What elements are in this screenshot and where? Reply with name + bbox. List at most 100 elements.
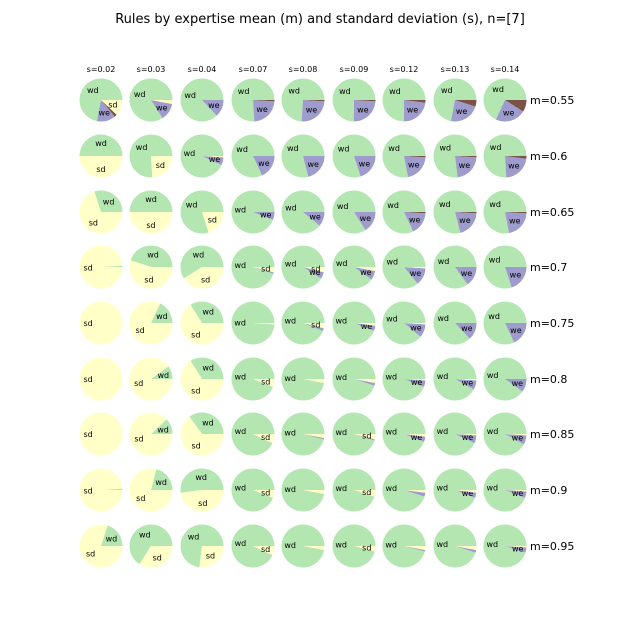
pie-slice-wd — [79, 78, 123, 122]
pie-slice-label: we — [156, 103, 168, 112]
pie-slice-label: we — [456, 107, 468, 116]
pie: sd — [79, 468, 123, 512]
row-label: m=0.9 — [530, 484, 567, 497]
pie-slice-label: we — [306, 106, 318, 115]
pie-slice-we — [354, 212, 376, 231]
column-label: s=0.03 — [137, 65, 166, 74]
pie-slice-sd — [404, 490, 426, 493]
pie-slice-we — [404, 267, 426, 284]
pie-slice-sd — [354, 267, 376, 272]
pie-slice-label: we — [461, 269, 473, 278]
pie-slice-label: wd — [234, 206, 246, 215]
pie-slice-we — [253, 156, 275, 176]
pie: wd — [382, 524, 426, 568]
pie-slice-label: wd — [157, 371, 169, 380]
pie-slice-sd — [199, 546, 224, 568]
pie-slice-se — [404, 100, 426, 103]
pie-slice-label: we — [360, 214, 372, 223]
pie-slice-label: we — [462, 489, 474, 498]
pie: wd sd — [180, 412, 224, 456]
pie-slice-label: wd — [487, 371, 499, 380]
pie-slice-wd — [101, 525, 123, 546]
pie-slice-label: sd — [108, 101, 117, 110]
pie-slice-label: we — [209, 155, 221, 164]
pie-slice-wd — [332, 524, 376, 568]
pie-slice-wd — [151, 419, 173, 434]
pie: wd sd — [180, 524, 224, 568]
pie: wd sd — [129, 468, 173, 512]
pie-slice-we — [404, 434, 426, 442]
row-labels: m=0.55 m=0.6 m=0.65 m=0.7 m=0.75 m=0.8 m=0.85 m… — [530, 94, 574, 553]
pie-slice-label: wd — [337, 202, 349, 211]
pie: wd sd — [180, 468, 224, 512]
pie-slice-label: we — [411, 378, 423, 387]
pie-slice-wd — [180, 468, 224, 493]
pie-slice-label: sd — [261, 488, 270, 497]
pie-slice-wd — [281, 468, 325, 512]
pie-slice-label: we — [258, 159, 270, 168]
pie-slice-label: wd — [235, 539, 247, 548]
pie-slice-sd — [404, 267, 426, 269]
pie-slice-label: sd — [96, 165, 105, 174]
pie-slice-label: sd — [191, 330, 200, 339]
pie-slice-label: wd — [284, 541, 296, 550]
pie-slice-wd — [483, 524, 527, 568]
pie-slice-label: wd — [193, 251, 205, 260]
pie-slice-se — [303, 100, 325, 102]
pie-slice-label: sd — [83, 430, 92, 439]
pie-slice-label: we — [309, 212, 321, 221]
column-labels: s=0.02 s=0.03 s=0.04 s=0.07 s=0.08 s=0.09 s=0.… — [87, 65, 520, 74]
pie-slice-wd — [281, 412, 325, 456]
pie-slice-wd — [180, 245, 224, 279]
pie-slice-wd — [129, 134, 173, 178]
pie-slice-wd — [332, 468, 376, 512]
pie-slice-label: wd — [184, 91, 196, 100]
pie-slice-sd — [253, 323, 275, 325]
pie-slice-label: wd — [95, 139, 107, 148]
pie-slice-wd — [483, 412, 527, 456]
pie-slice-label: sd — [201, 275, 210, 284]
pie-slice-we — [505, 212, 527, 234]
pie-slice-we — [354, 379, 376, 386]
pie-slice-wd — [190, 301, 224, 323]
pie-slice-label: sd — [83, 263, 92, 272]
pie-slice-label: wd — [385, 373, 397, 382]
pie-slice-wd — [180, 78, 224, 122]
pie-slice-label: we — [461, 324, 473, 333]
pie-slice-label: we — [208, 101, 220, 110]
pie-slice-wd — [231, 134, 275, 178]
pie: wd sd — [231, 357, 275, 401]
pie-slice-we — [455, 434, 477, 444]
pie-slice-label: wd — [139, 531, 151, 540]
pie-slice-se — [505, 156, 527, 159]
pie-slice-wd — [190, 357, 224, 379]
pie-slice-sd — [303, 323, 325, 329]
pie-slice-wd — [483, 78, 527, 120]
pie-slice-label: we — [260, 210, 272, 219]
pie-slice-wd — [151, 366, 173, 379]
pie-slice-label: wd — [339, 87, 351, 96]
pie: wd sd — [231, 468, 275, 512]
pie-slice-sd — [455, 434, 477, 436]
pie-slice-wd — [483, 245, 527, 289]
pie-slice-wd — [332, 134, 376, 178]
pie-slice-se — [505, 212, 527, 214]
pie-slice-se — [455, 100, 477, 107]
pie-slice-wd — [129, 190, 173, 212]
pie-slice-sd — [79, 156, 123, 178]
pie-slice-label: wd — [288, 87, 300, 96]
pie-slice-wd — [281, 357, 325, 401]
pie-slice-wd — [180, 524, 224, 568]
row-label: m=0.65 — [530, 206, 574, 219]
